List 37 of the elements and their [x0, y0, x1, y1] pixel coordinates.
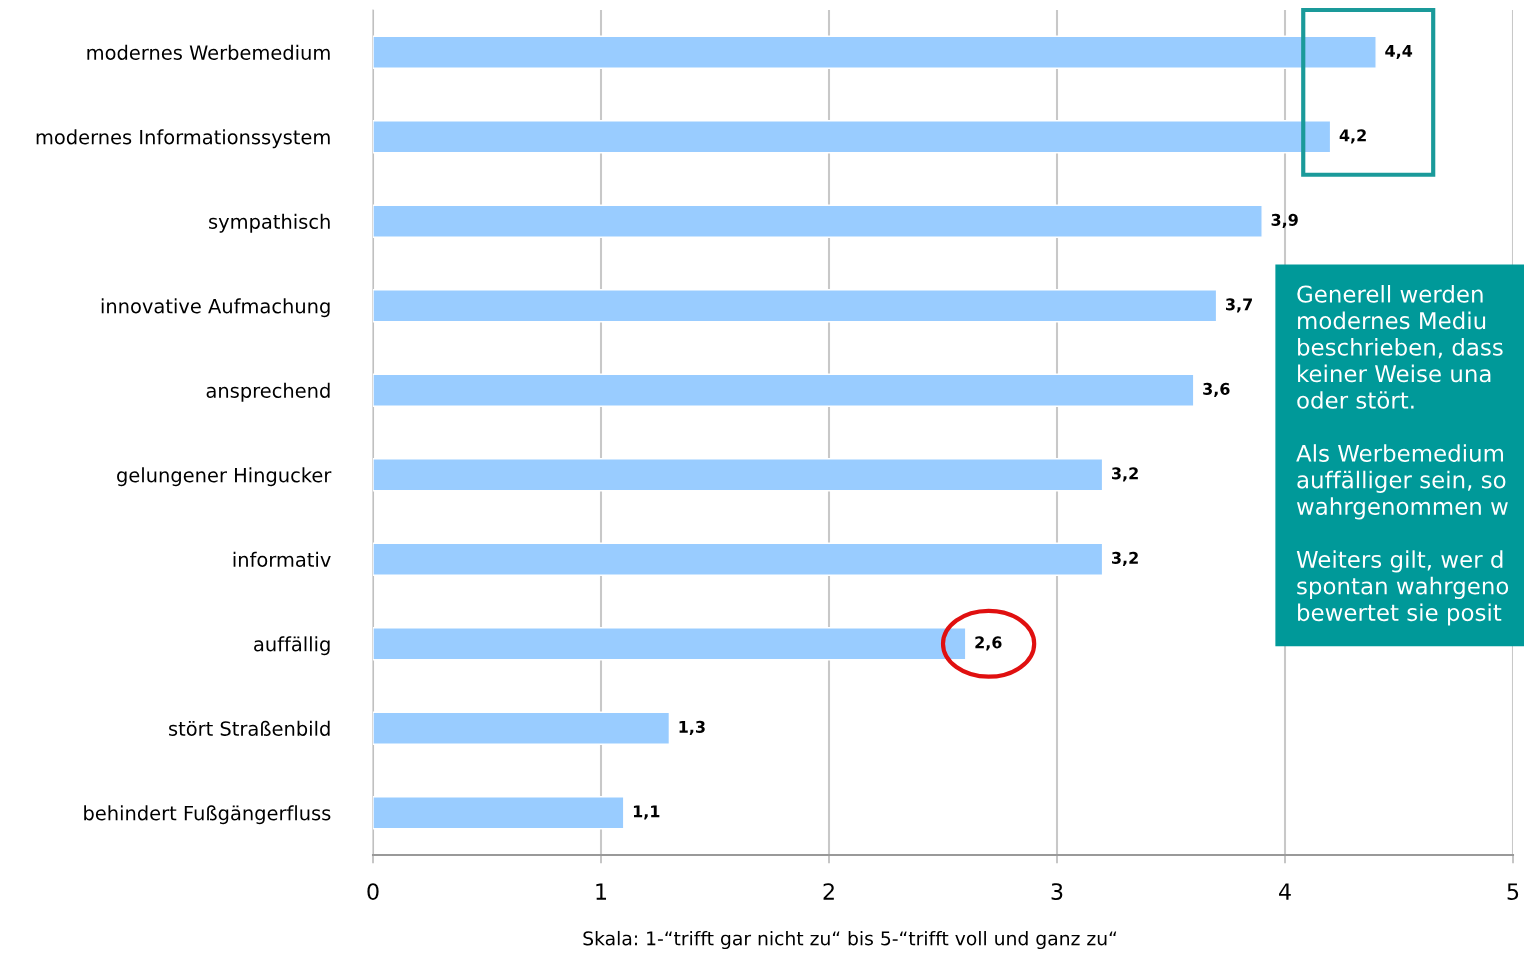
bar — [373, 796, 625, 830]
bar — [373, 542, 1104, 577]
x-tick-label: 4 — [1279, 883, 1291, 900]
data-label: 4,4 — [1385, 45, 1413, 59]
y-tick-label: sympathisch — [209, 213, 330, 233]
y-tick-label: gelungener Hingucker — [117, 467, 332, 487]
data-label: 1,1 — [633, 805, 660, 820]
data-label: 1,3 — [679, 720, 705, 735]
bar — [373, 35, 1377, 70]
y-tick-label: auffällig — [254, 636, 330, 656]
y-tick-label: innovative Aufmachung — [101, 298, 330, 318]
y-tick-label: modernes Informationssystem — [36, 129, 330, 149]
x-tick-label: 0 — [367, 883, 379, 900]
data-label: 3,6 — [1203, 382, 1230, 397]
text: Skala: 1-“trifft gar nicht zu“ bis 5-“trifft voll und ganz zu“ — [583, 930, 1117, 950]
bar — [373, 120, 1332, 154]
y-tick-label: modernes Werbemedium — [87, 44, 330, 60]
data-label: 3,7 — [1226, 298, 1252, 313]
data-label: 4,2 — [1339, 129, 1366, 144]
text: Generell werden modernes Mediu beschrieben, dass keiner Weise una oder stört. Als Werbemedium auffälliger sein, so wahrgenommen w Weiters gilt, wer d spontan wahrgeno bewertet sie posit — [1296, 285, 1509, 626]
data-label: 2,6 — [975, 636, 1002, 651]
data-label: 3,9 — [1271, 213, 1298, 228]
bar — [373, 711, 671, 746]
y-tick-label: ansprechend — [206, 382, 330, 402]
y-tick-label: informativ — [233, 551, 331, 567]
y-tick-label: stört Straßenbild — [169, 720, 330, 736]
x-tick-label: 1 — [596, 883, 607, 900]
bar — [373, 289, 1218, 323]
y-tick-label: behindert Fußgängerfluss — [84, 805, 331, 825]
x-tick-label: 5 — [1507, 883, 1519, 900]
x-tick-label: 2 — [823, 883, 834, 900]
bar — [373, 204, 1263, 239]
bar — [373, 373, 1195, 408]
data-label: 3,2 — [1112, 467, 1138, 482]
bar — [373, 458, 1104, 492]
data-label: 3,2 — [1112, 551, 1138, 566]
x-tick-label: 3 — [1051, 883, 1063, 900]
